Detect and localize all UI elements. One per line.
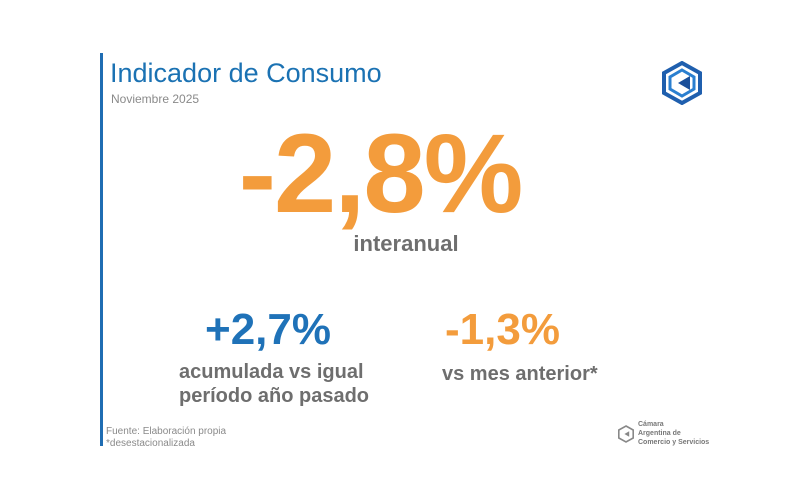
logo-line2: Argentina de [638,430,681,437]
cac-footer-logo: Cámara Argentina de Comercio y Servicios [618,420,709,447]
source-note: Fuente: Elaboración propia [106,426,227,437]
accent-bar [100,53,103,446]
accumulated-stat-label: acumulada vs igual período año pasado [179,360,369,408]
cac-logo-text: Cámara Argentina de Comercio y Servicios [638,420,709,447]
accumulated-label-line1: acumulada vs igual [179,361,364,383]
main-stat-value: -2,8% [238,111,524,236]
main-stat-label: interanual [353,231,459,256]
logo-line3: Comercio y Servicios [638,439,710,446]
seasonal-note: *desestacionalizada [106,438,195,449]
page-title: Indicador de Consumo [110,58,382,88]
cac-logo-icon [662,61,702,105]
cac-logo-gray-icon [618,424,634,443]
monthly-stat-label: vs mes anterior* [442,363,598,385]
footer-notes: Fuente: Elaboración propia *desestaciona… [106,426,226,450]
logo-line1: Cámara [638,421,664,428]
monthly-stat-value: -1,3% [445,305,560,354]
accumulated-label-line2: período año pasado [179,385,370,407]
accumulated-stat-value: +2,7% [205,305,331,354]
page-subtitle: Noviembre 2025 [111,92,200,106]
